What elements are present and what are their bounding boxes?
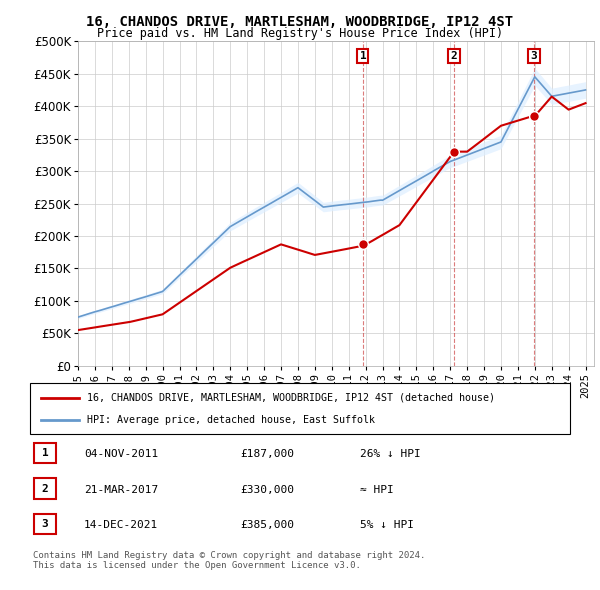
Text: £385,000: £385,000 (240, 520, 294, 530)
Text: 1: 1 (41, 448, 49, 458)
Text: 1: 1 (359, 51, 366, 61)
Text: 04-NOV-2011: 04-NOV-2011 (84, 450, 158, 459)
Text: 16, CHANDOS DRIVE, MARTLESHAM, WOODBRIDGE, IP12 4ST: 16, CHANDOS DRIVE, MARTLESHAM, WOODBRIDG… (86, 15, 514, 29)
Text: ≈ HPI: ≈ HPI (360, 485, 394, 494)
Text: 16, CHANDOS DRIVE, MARTLESHAM, WOODBRIDGE, IP12 4ST (detached house): 16, CHANDOS DRIVE, MARTLESHAM, WOODBRIDG… (86, 392, 494, 402)
Text: This data is licensed under the Open Government Licence v3.0.: This data is licensed under the Open Gov… (33, 560, 361, 569)
Text: £330,000: £330,000 (240, 485, 294, 494)
Text: 3: 3 (530, 51, 538, 61)
Text: £187,000: £187,000 (240, 450, 294, 459)
Text: 5% ↓ HPI: 5% ↓ HPI (360, 520, 414, 530)
Text: 26% ↓ HPI: 26% ↓ HPI (360, 450, 421, 459)
Text: Price paid vs. HM Land Registry's House Price Index (HPI): Price paid vs. HM Land Registry's House … (97, 27, 503, 40)
Text: 21-MAR-2017: 21-MAR-2017 (84, 485, 158, 494)
Text: 3: 3 (41, 519, 49, 529)
FancyBboxPatch shape (30, 384, 570, 434)
Text: Contains HM Land Registry data © Crown copyright and database right 2024.: Contains HM Land Registry data © Crown c… (33, 550, 425, 559)
FancyBboxPatch shape (34, 443, 56, 463)
FancyBboxPatch shape (34, 514, 56, 534)
FancyBboxPatch shape (34, 478, 56, 499)
Text: HPI: Average price, detached house, East Suffolk: HPI: Average price, detached house, East… (86, 415, 374, 425)
Text: 2: 2 (41, 484, 49, 493)
Text: 2: 2 (451, 51, 457, 61)
Text: 14-DEC-2021: 14-DEC-2021 (84, 520, 158, 530)
